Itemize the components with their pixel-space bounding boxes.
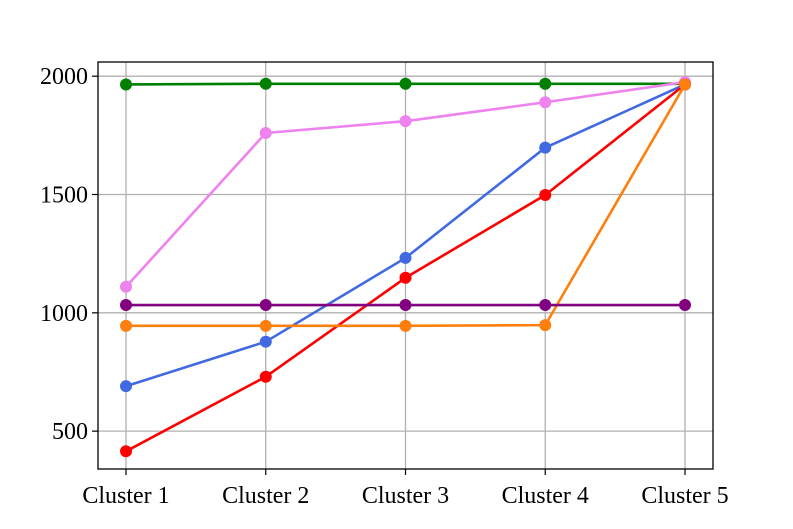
data-point — [539, 77, 552, 90]
data-point — [399, 271, 412, 284]
y-tick-label: 500 — [52, 419, 88, 445]
data-point — [120, 78, 132, 91]
data-point — [539, 319, 552, 332]
data-point — [539, 299, 552, 312]
data-point — [399, 115, 412, 128]
data-point — [120, 380, 132, 393]
data-point — [399, 251, 412, 264]
axes: Cluster 1 Cluster 2 Cluster 3 Cluster 4 Clus… — [40, 64, 729, 509]
data-point — [259, 319, 272, 332]
data-point — [259, 126, 272, 139]
x-tick-label: Cluster 1 — [82, 483, 169, 509]
y-tick-label: 1000 — [40, 301, 88, 327]
data-point — [120, 445, 132, 458]
data-point — [539, 188, 552, 201]
data-point — [679, 78, 691, 91]
x-tick-label: Cluster 4 — [502, 483, 589, 509]
x-tick-label: Cluster 3 — [362, 483, 449, 509]
data-point — [259, 335, 272, 348]
series-5 — [120, 78, 691, 332]
data-point — [539, 96, 552, 109]
data-point — [120, 299, 132, 312]
data-point — [399, 299, 412, 312]
data-point — [120, 319, 132, 332]
data-point — [259, 77, 272, 90]
data-point — [259, 299, 272, 312]
data-point — [259, 370, 272, 383]
data-point — [539, 141, 552, 154]
data-point — [399, 319, 412, 332]
data-point — [120, 280, 132, 293]
data-point — [399, 77, 412, 90]
y-tick-label: 1500 — [40, 183, 88, 209]
data-point — [679, 299, 691, 312]
series-layer — [120, 76, 691, 458]
x-tick-label: Cluster 5 — [641, 483, 728, 509]
series-6 — [120, 299, 691, 312]
series-1 — [120, 77, 691, 91]
y-tick-label: 2000 — [40, 64, 88, 90]
x-tick-label: Cluster 2 — [222, 483, 309, 509]
